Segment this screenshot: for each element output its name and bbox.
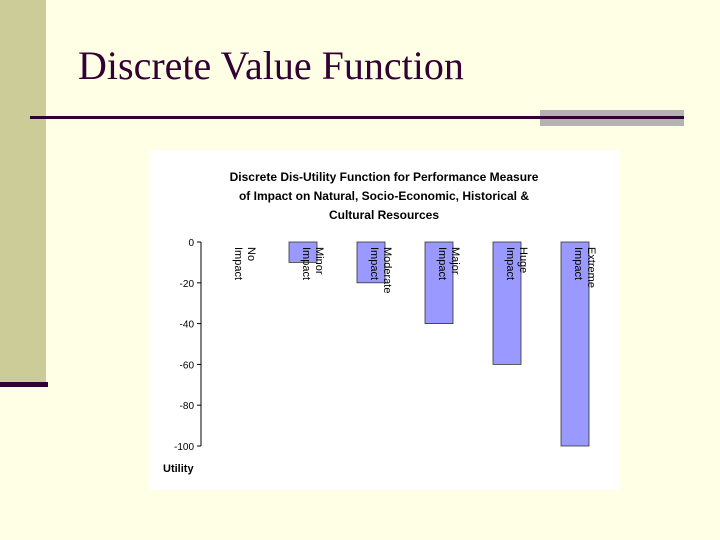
category-label-0: NoImpact [232, 247, 257, 280]
title-underline-accent [540, 110, 684, 126]
slide-title: Discrete Value Function [78, 43, 464, 88]
category-label-2-line-1: Impact [368, 247, 380, 280]
category-label-5-line-0: Extreme [585, 247, 597, 288]
y-tick-label-5: -100 [174, 442, 194, 453]
chart-title-line-2: of Impact on Natural, Socio-Economic, Hi… [238, 189, 530, 203]
chart-title-line-1: Discrete Dis-Utility Function for Perfor… [229, 170, 539, 184]
y-tick-label-4: -80 [180, 401, 195, 412]
bar-chart: NoImpact MinorImpact ModerateImpact MajorIm… [163, 238, 597, 475]
y-tick-label-2: -40 [180, 320, 195, 331]
category-label-4: HugeImpact [504, 247, 529, 280]
category-label-2: ModerateImpact [368, 247, 393, 293]
bar-3 [424, 241, 454, 324]
bar-1 [288, 241, 318, 263]
title-underline [30, 116, 682, 119]
chart-title: Discrete Dis-Utility Function for Perfor… [149, 168, 619, 225]
chart-title-line-3: Cultural Resources [328, 208, 440, 222]
y-tick-label-0: 0 [188, 238, 194, 249]
chart-panel: Discrete Dis-Utility Function for Perfor… [149, 150, 619, 490]
y-axis-label: Utility [163, 463, 194, 475]
category-label-5: ExtremeImpact [572, 247, 597, 288]
category-label-4-line-1: Impact [504, 247, 516, 280]
y-tick-label-1: -20 [180, 279, 195, 290]
category-label-4-line-0: Huge [517, 247, 529, 273]
category-label-1-line-1: Impact [300, 247, 312, 280]
category-label-1-line-0: Minor [313, 247, 325, 275]
category-label-0-line-1: Impact [232, 247, 244, 280]
left-accent-bar-foot [0, 382, 48, 387]
left-accent-bar [0, 0, 46, 383]
bar-4 [492, 241, 522, 365]
y-tick-label-3: -60 [180, 360, 195, 371]
category-label-3-line-0: Major [449, 247, 461, 275]
category-label-0-line-0: No [245, 247, 257, 261]
category-label-1: MinorImpact [300, 247, 325, 280]
category-label-3-line-1: Impact [436, 247, 448, 280]
bar-5 [560, 241, 590, 447]
bar-2 [356, 241, 386, 284]
category-label-5-line-1: Impact [572, 247, 584, 280]
category-label-2-line-0: Moderate [381, 247, 393, 293]
category-label-3: MajorImpact [436, 247, 461, 280]
